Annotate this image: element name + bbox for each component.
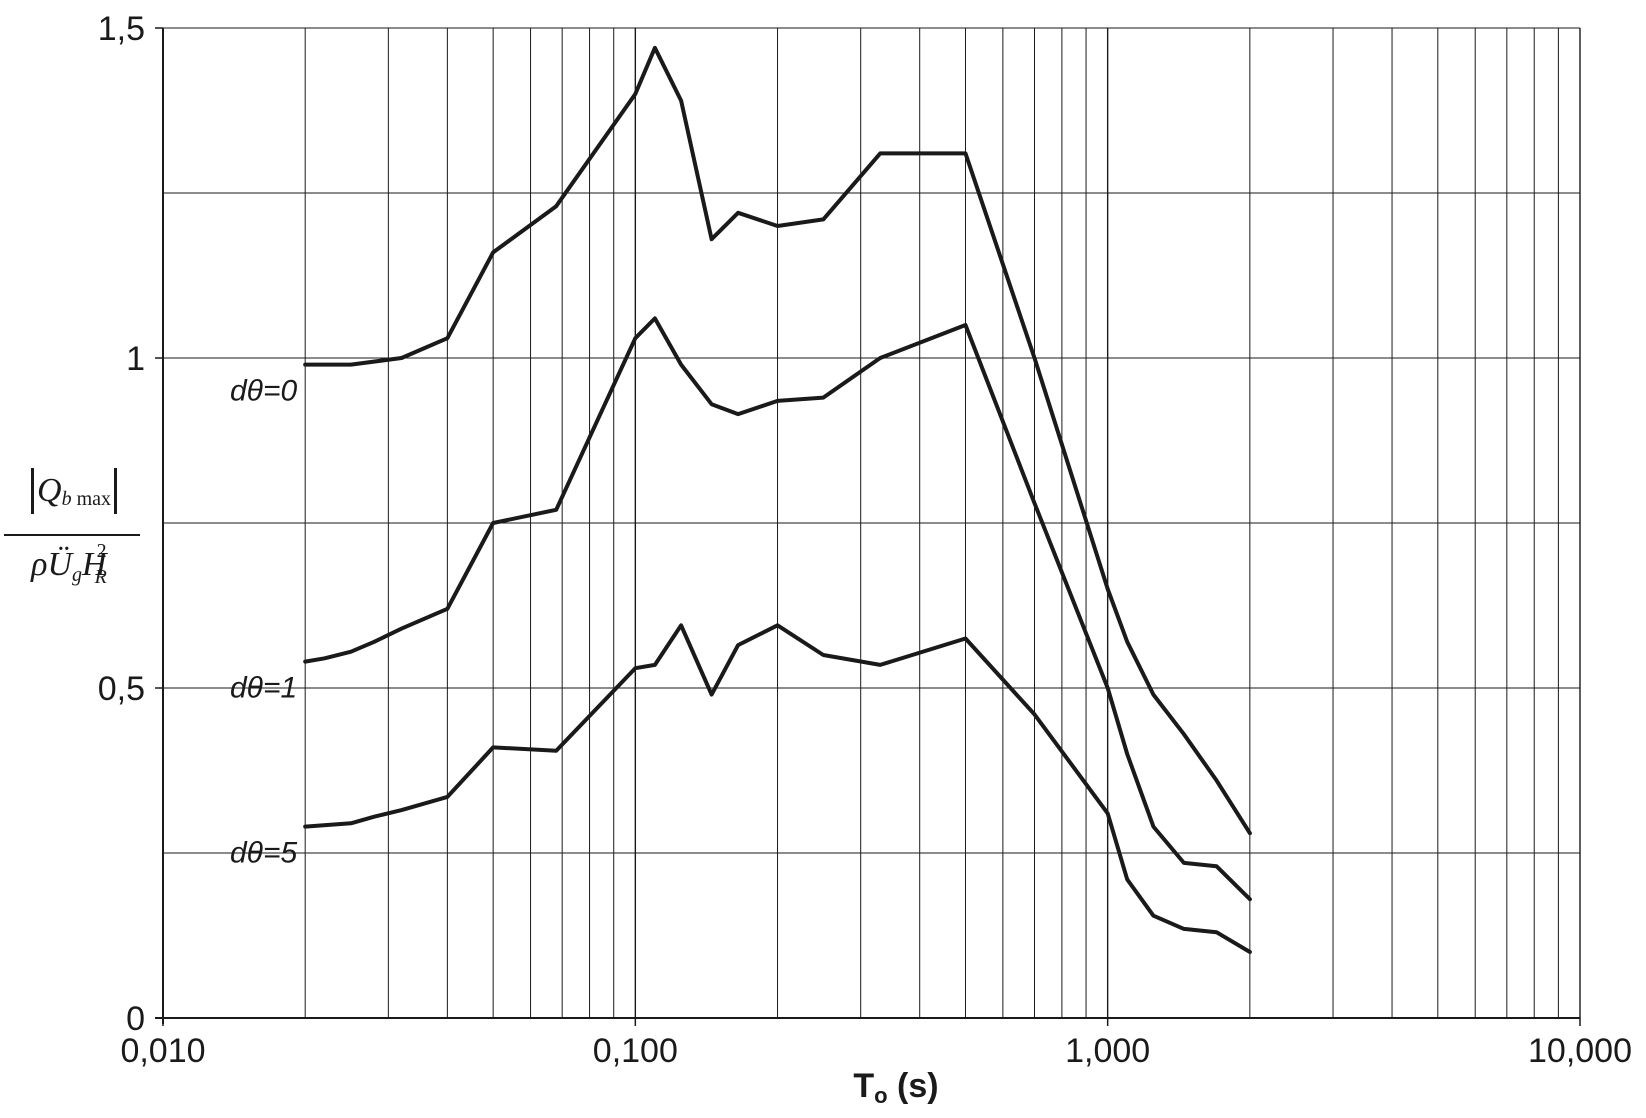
- abs-bar-left: [31, 468, 34, 514]
- grid: [163, 27, 1580, 1018]
- series-line: [303, 316, 1252, 902]
- y-axis-label: Qb max ρÜgH2R: [0, 460, 150, 620]
- y-tick-label: 1: [126, 340, 145, 378]
- x-axis-label: To (s): [853, 1067, 938, 1108]
- series-line: [303, 623, 1252, 954]
- y-label-q: Q: [37, 472, 62, 509]
- series-lines: [303, 45, 1252, 954]
- x-tick-label: 1,000: [1065, 1032, 1150, 1070]
- series-label: dθ=5: [230, 837, 297, 870]
- abs-bar-right: [114, 468, 117, 514]
- series-labels: dθ=0 dθ=1 dθ=5: [230, 375, 297, 870]
- y-label-q-sub: b max: [61, 487, 111, 510]
- y-tick-label: 0,5: [98, 670, 145, 708]
- y-label-numerator: Qb max: [6, 468, 142, 528]
- y-tick-label: 0: [126, 1000, 145, 1038]
- series-line: [303, 45, 1252, 836]
- series-label: dθ=1: [230, 672, 297, 705]
- series-label: dθ=0: [230, 375, 297, 408]
- tick-labels: 0,010 0,100 1,000 10,000 0 0,5 1 1,5: [98, 10, 1632, 1070]
- axes: [155, 27, 1581, 1026]
- y-tick-label: 1,5: [98, 10, 145, 48]
- x-tick-label: 0,100: [593, 1032, 678, 1070]
- x-tick-label: 10,000: [1528, 1032, 1632, 1070]
- x-tick-label: 0,010: [120, 1032, 205, 1070]
- fraction-line: [4, 534, 140, 536]
- y-label-denominator: ρÜgH2R: [31, 540, 107, 588]
